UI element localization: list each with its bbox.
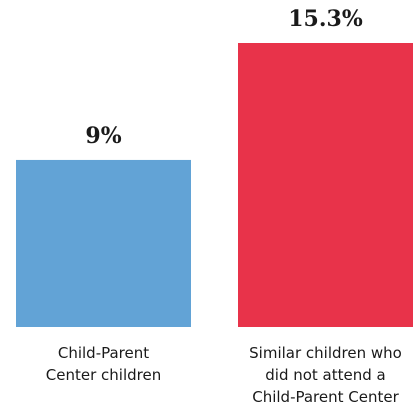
category-label-1: Child-Parent Center children xyxy=(46,344,161,384)
bar-1 xyxy=(16,159,191,327)
data-label-1: 9% xyxy=(85,123,121,149)
data-label-2: 15.3% xyxy=(288,6,363,32)
bar-2 xyxy=(238,43,413,327)
category-label-2: Similar children who did not attend a Chil… xyxy=(249,344,402,406)
